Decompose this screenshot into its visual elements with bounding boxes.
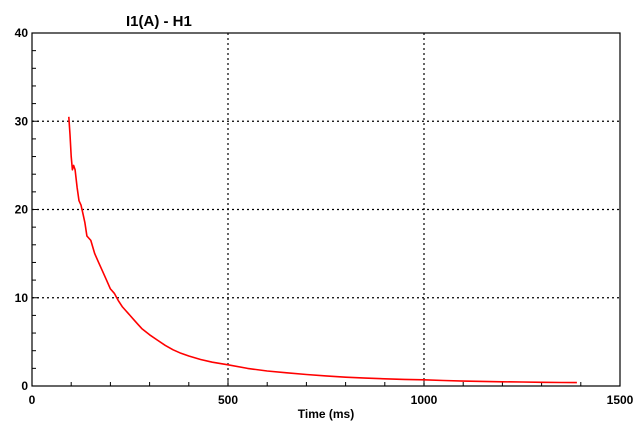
x-tick-label-1000: 1000 [411, 393, 438, 407]
chart-title: I1(A) - H1 [126, 13, 192, 30]
x-tick-label-500: 500 [218, 393, 238, 407]
grid-lines [32, 33, 620, 386]
x-tick-label-1500: 1500 [607, 393, 634, 407]
series-line-0 [68, 116, 577, 384]
x-tick-label-0: 0 [29, 393, 36, 407]
x-tick-labels: 0 500 1000 1500 [29, 393, 634, 407]
x-axis-title: Time (ms) [298, 407, 354, 421]
y-tick-label-20: 20 [15, 203, 29, 217]
y-tick-label-40: 40 [15, 26, 29, 40]
plot-frame [31, 32, 621, 387]
series-group [68, 116, 577, 384]
y-tick-labels: 0 10 20 30 40 [15, 26, 29, 393]
y-tick-label-30: 30 [15, 114, 29, 128]
y-tick-label-10: 10 [15, 291, 29, 305]
y-tick-label-0: 0 [21, 379, 28, 393]
